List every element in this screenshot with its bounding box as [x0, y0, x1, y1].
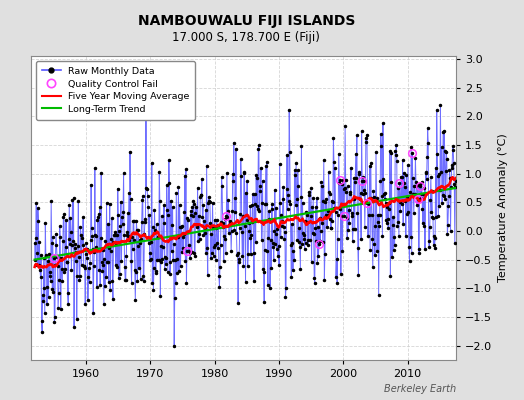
- Text: 17.000 S, 178.700 E (Fiji): 17.000 S, 178.700 E (Fiji): [172, 31, 320, 44]
- Text: Berkeley Earth: Berkeley Earth: [384, 384, 456, 394]
- Y-axis label: Temperature Anomaly (°C): Temperature Anomaly (°C): [498, 134, 508, 282]
- Legend: Raw Monthly Data, Quality Control Fail, Five Year Moving Average, Long-Term Tren: Raw Monthly Data, Quality Control Fail, …: [36, 61, 195, 120]
- Text: NAMBOUWALU FIJI ISLANDS: NAMBOUWALU FIJI ISLANDS: [138, 14, 355, 28]
